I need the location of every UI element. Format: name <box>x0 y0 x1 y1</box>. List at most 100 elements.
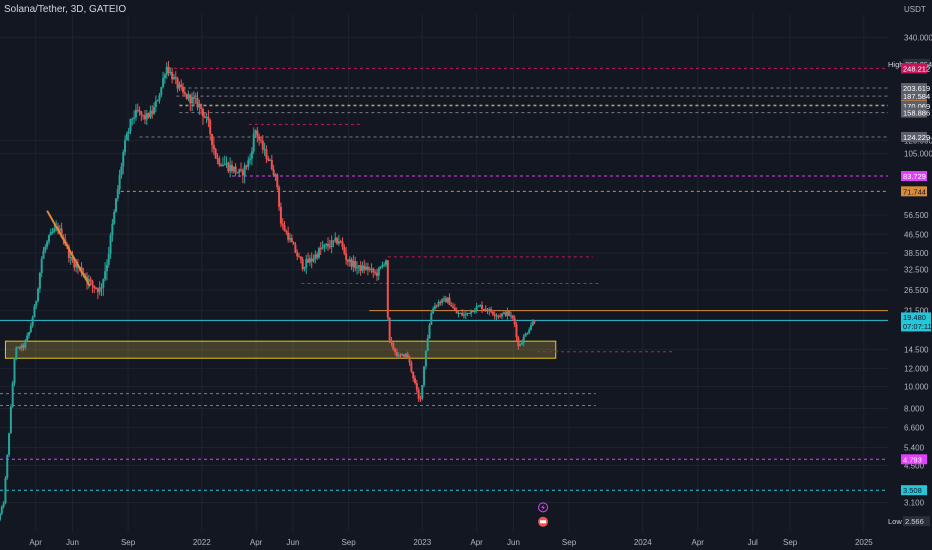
candle[interactable] <box>500 312 503 320</box>
candle[interactable] <box>497 314 500 320</box>
candle[interactable] <box>216 153 219 165</box>
candle[interactable] <box>350 257 353 271</box>
candle[interactable] <box>29 322 32 334</box>
candle[interactable] <box>390 336 393 347</box>
candle[interactable] <box>276 173 279 190</box>
candle[interactable] <box>258 133 261 146</box>
candle[interactable] <box>44 244 47 254</box>
candle[interactable] <box>408 355 411 366</box>
candle[interactable] <box>426 334 429 352</box>
candle[interactable] <box>424 350 427 370</box>
candle[interactable] <box>198 99 201 115</box>
candle[interactable] <box>225 156 228 168</box>
price-badge[interactable]: 3.508 <box>901 485 927 496</box>
candle[interactable] <box>153 102 156 115</box>
candle[interactable] <box>370 263 373 274</box>
candle[interactable] <box>2 501 5 509</box>
candle[interactable] <box>356 261 359 275</box>
candle[interactable] <box>211 133 214 153</box>
candle[interactable] <box>185 93 188 101</box>
candle[interactable] <box>136 103 139 113</box>
candle[interactable] <box>290 234 293 243</box>
candle[interactable] <box>227 161 230 174</box>
candle[interactable] <box>336 236 339 246</box>
candle[interactable] <box>47 234 50 245</box>
candle[interactable] <box>259 136 262 144</box>
candle[interactable] <box>269 158 272 161</box>
candle[interactable] <box>178 81 181 92</box>
candle[interactable] <box>17 346 20 349</box>
candle[interactable] <box>267 155 270 162</box>
candle[interactable] <box>323 243 326 253</box>
candle[interactable] <box>457 310 460 318</box>
candle[interactable] <box>272 164 275 178</box>
candle[interactable] <box>236 171 239 174</box>
candle[interactable] <box>11 380 14 408</box>
candle[interactable] <box>182 82 185 97</box>
candle[interactable] <box>421 384 424 401</box>
candle[interactable] <box>459 312 462 315</box>
candle[interactable] <box>102 278 105 296</box>
candle[interactable] <box>116 185 119 202</box>
candle[interactable] <box>104 262 107 282</box>
candle[interactable] <box>51 227 54 235</box>
candle[interactable] <box>243 162 246 184</box>
candle[interactable] <box>87 274 90 289</box>
candle[interactable] <box>8 432 11 458</box>
support-zone-rect[interactable] <box>4 340 557 359</box>
candle[interactable] <box>134 104 137 121</box>
candle[interactable] <box>105 259 108 281</box>
candle[interactable] <box>461 309 464 317</box>
candle[interactable] <box>149 105 152 120</box>
candle[interactable] <box>435 304 438 309</box>
candle[interactable] <box>240 162 243 172</box>
candle[interactable] <box>386 260 389 321</box>
candle[interactable] <box>443 295 445 302</box>
candle[interactable] <box>357 265 360 274</box>
candle[interactable] <box>327 237 330 251</box>
candle[interactable] <box>506 307 509 320</box>
candle[interactable] <box>394 347 397 356</box>
candle[interactable] <box>437 299 440 308</box>
candle[interactable] <box>462 311 465 319</box>
candle[interactable] <box>46 240 49 250</box>
candle[interactable] <box>27 331 30 339</box>
candle[interactable] <box>529 322 532 331</box>
candle[interactable] <box>486 308 489 315</box>
candle[interactable] <box>154 95 157 113</box>
candle[interactable] <box>484 305 487 312</box>
candle[interactable] <box>314 250 317 264</box>
candle[interactable] <box>91 279 94 293</box>
candle[interactable] <box>385 259 388 268</box>
candle[interactable] <box>22 343 25 351</box>
candle[interactable] <box>332 240 335 248</box>
candle[interactable] <box>200 103 203 115</box>
candle[interactable] <box>205 113 208 124</box>
candle[interactable] <box>508 310 511 317</box>
candle[interactable] <box>375 268 378 281</box>
candle[interactable] <box>377 266 380 281</box>
candle[interactable] <box>172 73 175 80</box>
candle[interactable] <box>230 160 233 174</box>
candle[interactable] <box>156 99 159 102</box>
candle[interactable] <box>502 311 505 315</box>
price-badge[interactable]: 4.793 <box>901 454 927 465</box>
candle[interactable] <box>368 266 371 273</box>
candle[interactable] <box>388 317 391 344</box>
candle[interactable] <box>341 237 344 250</box>
candle[interactable] <box>133 110 136 124</box>
candle[interactable] <box>533 320 536 325</box>
candle[interactable] <box>310 252 313 269</box>
candle[interactable] <box>120 162 123 179</box>
price-badge[interactable]: 203.619 <box>901 83 930 94</box>
candle[interactable] <box>325 243 328 249</box>
candle[interactable] <box>352 255 355 273</box>
candle[interactable] <box>379 266 382 270</box>
candle[interactable] <box>151 105 154 119</box>
candle[interactable] <box>238 168 241 178</box>
candle[interactable] <box>142 114 145 120</box>
candle[interactable] <box>337 234 340 247</box>
candle[interactable] <box>520 339 523 345</box>
